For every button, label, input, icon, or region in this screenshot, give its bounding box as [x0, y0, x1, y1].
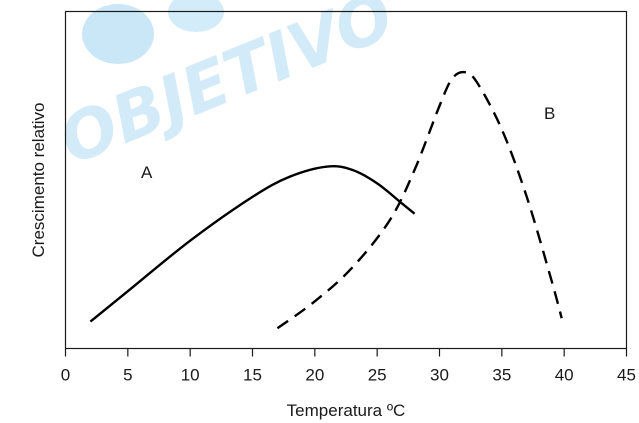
x-tick-label-30: 30 — [430, 366, 449, 385]
series-a-label: A — [141, 163, 153, 182]
watermark-logo-shape — [82, 4, 154, 64]
x-tick-label-15: 15 — [243, 366, 262, 385]
series-a-line — [89, 164, 416, 323]
x-tick-label-40: 40 — [555, 366, 574, 385]
objetivo-watermark: OBJETIVO — [49, 0, 404, 180]
x-axis-title: Temperatura ºC — [287, 401, 406, 420]
x-tick-label-35: 35 — [492, 366, 511, 385]
plot-frame — [64, 10, 628, 350]
x-tick-label-25: 25 — [368, 366, 387, 385]
x-tick-label-10: 10 — [181, 366, 200, 385]
y-axis-title: Crescimento relativo — [29, 103, 48, 258]
series-layer — [89, 70, 563, 330]
x-tick-label-45: 45 — [617, 366, 636, 385]
watermark-logo-shape-2 — [168, 0, 224, 32]
series-b-line — [276, 70, 563, 330]
series-b-label: B — [544, 104, 555, 123]
x-tick-label-5: 5 — [123, 366, 132, 385]
x-tick-label-20: 20 — [305, 366, 324, 385]
x-tick-label-0: 0 — [61, 366, 70, 385]
x-axis: 0 5 10 15 20 25 30 35 40 45 — [61, 348, 636, 385]
